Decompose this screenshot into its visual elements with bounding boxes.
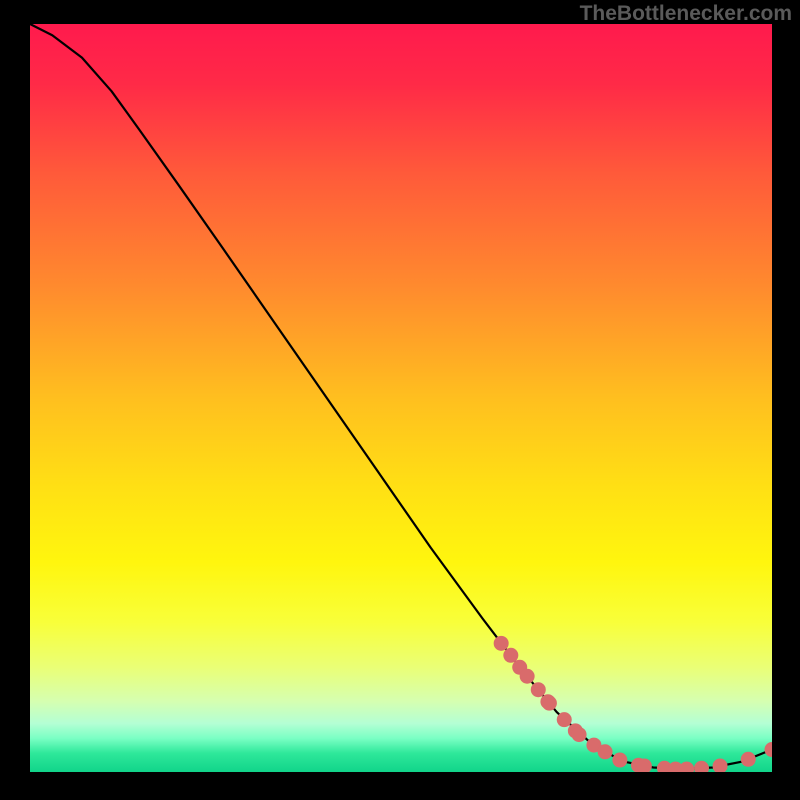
chart-frame: TheBottlenecker.com (0, 0, 800, 800)
data-marker (503, 648, 518, 663)
data-marker (572, 727, 587, 742)
data-marker (612, 753, 627, 768)
plot-area (30, 24, 772, 772)
data-marker (531, 682, 546, 697)
data-marker (557, 712, 572, 727)
plot-svg (30, 24, 772, 772)
data-marker (542, 696, 557, 711)
data-marker (520, 669, 535, 684)
watermark-text: TheBottlenecker.com (580, 2, 792, 26)
gradient-background (30, 24, 772, 772)
data-marker (741, 752, 756, 767)
data-marker (494, 636, 509, 651)
data-marker (598, 744, 613, 759)
